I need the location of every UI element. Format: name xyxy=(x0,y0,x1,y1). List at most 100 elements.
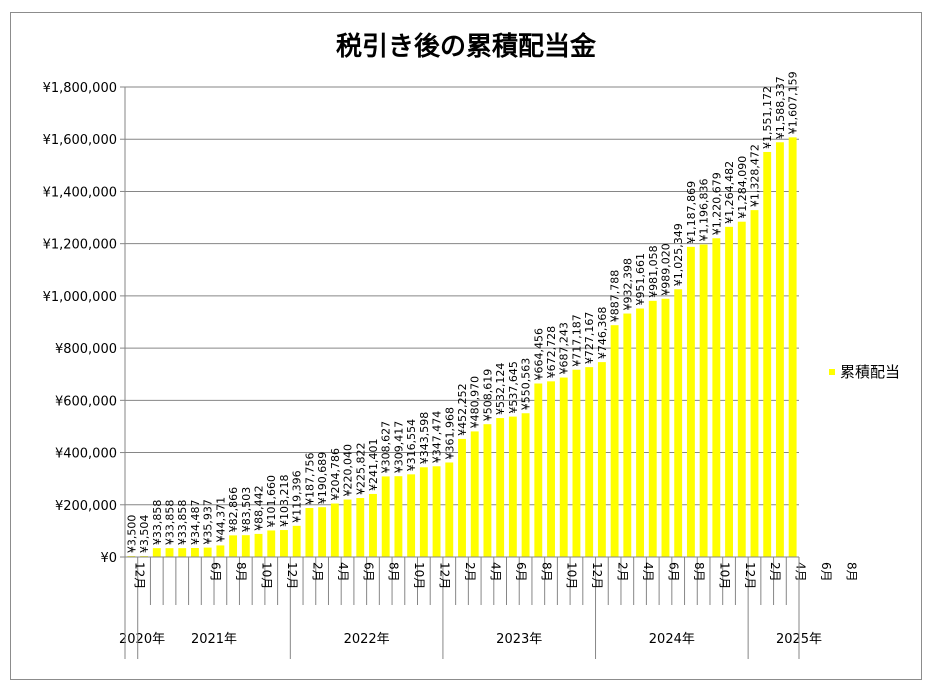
bar xyxy=(470,431,479,557)
data-label: ¥82,866 xyxy=(227,487,240,533)
y-tick-label: ¥800,000 xyxy=(55,342,117,357)
legend: 累積配当 xyxy=(829,363,900,381)
bar xyxy=(318,507,327,557)
data-label: ¥508,619 xyxy=(481,369,494,422)
x-tick-label: 8月 xyxy=(539,562,553,582)
data-label: ¥225,822 xyxy=(354,443,367,496)
data-label: ¥187,756 xyxy=(303,452,316,505)
data-label: ¥44,371 xyxy=(214,497,227,543)
x-tick-label: 6月 xyxy=(514,562,528,582)
legend-label: 累積配当 xyxy=(840,363,900,381)
bar xyxy=(508,416,517,557)
x-tick-label: 10月 xyxy=(717,562,731,589)
x-tick-label: 2月 xyxy=(616,562,630,582)
x-tick-label: 4月 xyxy=(488,562,502,582)
bar xyxy=(597,362,606,557)
data-label: ¥989,020 xyxy=(659,243,672,296)
data-label: ¥687,243 xyxy=(558,322,571,375)
bar xyxy=(178,548,187,557)
year-group-label: 2023年 xyxy=(496,632,542,647)
bar xyxy=(330,503,339,557)
bar xyxy=(292,525,301,557)
data-label: ¥1,196,836 xyxy=(698,179,711,242)
data-label: ¥309,417 xyxy=(392,421,405,474)
data-label: ¥1,328,472 xyxy=(748,144,761,207)
data-label: ¥88,442 xyxy=(253,485,266,531)
bars xyxy=(127,137,797,558)
data-label: ¥1,284,090 xyxy=(736,156,749,219)
data-label: ¥33,858 xyxy=(151,500,164,546)
x-tick-label: 12月 xyxy=(285,562,299,589)
data-label: ¥1,220,679 xyxy=(710,172,723,235)
data-label: ¥220,040 xyxy=(342,444,355,497)
bar xyxy=(445,462,454,557)
x-tick-label: 12月 xyxy=(743,562,757,589)
bar xyxy=(661,298,670,557)
data-label: ¥204,786 xyxy=(329,448,342,501)
bar xyxy=(407,474,416,557)
data-label: ¥1,264,482 xyxy=(723,161,736,224)
y-tick-label: ¥0 xyxy=(100,551,117,566)
data-label: ¥664,456 xyxy=(532,328,545,381)
bar xyxy=(305,507,314,557)
bar xyxy=(356,498,365,557)
data-label: ¥951,661 xyxy=(634,253,647,306)
chart-title: 税引き後の累積配当金 xyxy=(336,31,597,62)
x-tick-label: 10月 xyxy=(260,562,274,589)
year-group-label: 2020年 xyxy=(119,632,165,647)
bar xyxy=(496,418,505,557)
bar xyxy=(521,413,530,557)
x-tick-label: 6月 xyxy=(361,562,375,582)
data-label: ¥672,728 xyxy=(545,326,558,379)
data-label: ¥241,401 xyxy=(367,438,380,491)
bar xyxy=(725,226,733,557)
data-label: ¥343,598 xyxy=(418,412,431,465)
data-label: ¥887,788 xyxy=(609,270,622,323)
x-tick-label: 6月 xyxy=(209,562,223,582)
gridlines xyxy=(125,86,799,506)
bar xyxy=(458,438,466,557)
bar xyxy=(610,325,619,557)
bar xyxy=(750,210,759,557)
bar xyxy=(686,246,695,557)
x-tick-label: 4月 xyxy=(641,562,655,582)
y-tick-label: ¥600,000 xyxy=(55,394,117,409)
y-tick-label: ¥1,800,000 xyxy=(43,81,117,96)
bar xyxy=(712,238,721,557)
data-label: ¥361,968 xyxy=(443,407,456,460)
x-tick-label: 8月 xyxy=(692,562,706,582)
bar xyxy=(788,137,797,557)
data-label: ¥537,645 xyxy=(507,361,520,414)
data-label: ¥452,252 xyxy=(456,383,469,436)
data-label: ¥347,474 xyxy=(431,411,444,464)
bar xyxy=(381,476,390,557)
bar xyxy=(623,313,632,557)
y-tick-label: ¥400,000 xyxy=(55,447,117,462)
year-group-label: 2024年 xyxy=(649,632,695,647)
bar xyxy=(572,369,581,557)
bar xyxy=(419,467,428,557)
x-tick-label: 8月 xyxy=(234,562,248,582)
bar xyxy=(267,530,276,557)
y-tick-label: ¥1,400,000 xyxy=(43,185,117,200)
data-label: ¥3,500 xyxy=(125,515,138,554)
data-label: ¥1,588,337 xyxy=(774,76,787,139)
bar xyxy=(648,300,657,557)
bar xyxy=(674,289,683,557)
year-group-label: 2021年 xyxy=(191,632,237,647)
x-tick-label: 2月 xyxy=(768,562,782,582)
x-tick-label: 2月 xyxy=(310,562,324,582)
x-tick-label: 8月 xyxy=(387,562,401,582)
data-label: ¥981,058 xyxy=(647,245,660,298)
x-axis: 12月 6月 8月 10月 12月 2月 4月 6月 8月 10月 12月 2月 4月 6月 8月 10月 12… xyxy=(119,556,859,659)
data-label: ¥746,368 xyxy=(596,307,609,360)
legend-swatch xyxy=(829,369,835,375)
x-tick-label: 2月 xyxy=(463,562,477,582)
data-label: ¥717,187 xyxy=(570,314,583,367)
data-label: ¥308,627 xyxy=(380,421,393,474)
data-label: ¥316,554 xyxy=(405,419,418,472)
data-label: ¥33,858 xyxy=(164,500,177,546)
y-tick-label: ¥200,000 xyxy=(55,499,117,514)
bar xyxy=(229,535,238,557)
data-label: ¥932,398 xyxy=(621,258,634,311)
